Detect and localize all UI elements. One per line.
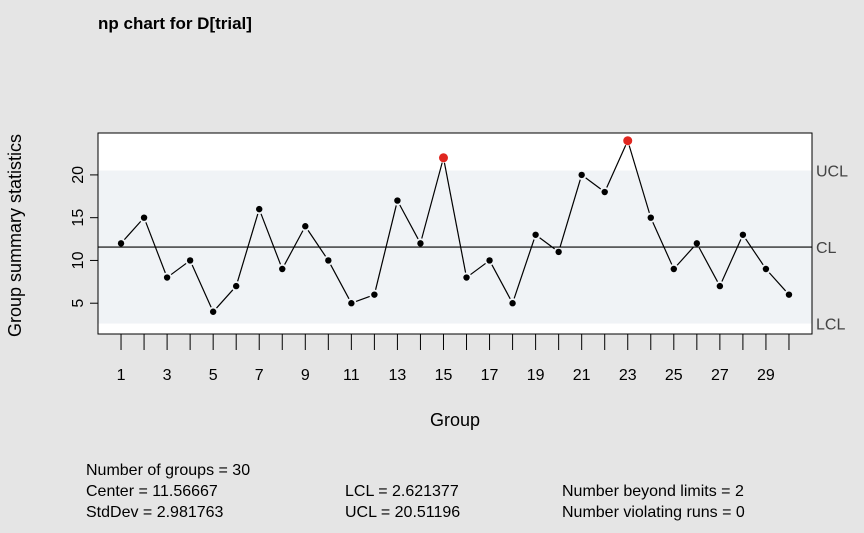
chart-title: np chart for D[trial] (98, 14, 252, 33)
series-segment (585, 177, 602, 190)
data-point (209, 308, 217, 315)
plot-frame (97, 132, 813, 335)
data-point (394, 197, 401, 204)
data-point (348, 300, 355, 307)
y-tick-label: 5 (70, 299, 87, 308)
x-tick-label: 1 (117, 367, 126, 384)
series-segment (237, 213, 259, 282)
series-segment (260, 213, 282, 265)
series-segment (628, 145, 650, 214)
series-segment (330, 264, 350, 300)
x-tick-label: 15 (435, 367, 453, 384)
x-tick-label: 7 (255, 367, 264, 384)
series-segment (307, 230, 327, 257)
data-point (417, 240, 424, 247)
data-point-out-of-control (623, 136, 633, 146)
series-segment (513, 239, 535, 299)
data-point (232, 282, 240, 290)
series-segment (491, 264, 511, 300)
data-point (693, 240, 701, 247)
x-tick-label: 25 (665, 367, 683, 384)
stat-stddev: StdDev = 2.981763 (86, 504, 224, 521)
limit-label-cl: CL (816, 240, 837, 257)
y-tick-label: 20 (70, 166, 87, 184)
data-point (186, 257, 194, 264)
x-tick-label: 29 (757, 367, 775, 384)
series-segment (284, 230, 304, 265)
data-point (647, 214, 654, 221)
data-point-out-of-control (438, 153, 448, 163)
stats-col-2: LCL = 2.621377 UCL = 20.51196 (345, 481, 460, 523)
x-tick-label: 19 (527, 367, 545, 384)
series-segment (698, 247, 719, 282)
stat-number-of-groups: Number of groups = 30 (86, 462, 251, 479)
data-point (716, 282, 724, 290)
stat-beyond-limits: Number beyond limits = 2 (562, 483, 744, 500)
stats-col-3: Number beyond limits = 2 Number violatin… (562, 481, 745, 523)
x-tick-label: 3 (163, 367, 172, 384)
series-segment (606, 145, 627, 188)
series-segment (652, 221, 673, 265)
series-segment (721, 239, 742, 282)
series-segment (443, 162, 467, 273)
series-segment (374, 205, 397, 290)
series-segment (170, 262, 187, 276)
data-point (555, 248, 562, 256)
data-point (163, 274, 171, 281)
data-point (762, 265, 770, 273)
stat-ucl: UCL = 20.51196 (345, 504, 461, 521)
series-segment (123, 220, 142, 241)
series-segment (145, 222, 166, 274)
y-tick-label: 10 (70, 251, 87, 269)
x-tick-label: 23 (619, 367, 637, 384)
limit-label-ucl: UCL (816, 164, 848, 181)
stat-center: Center = 11.56667 (86, 483, 218, 500)
series-segment (216, 289, 234, 309)
limit-label-lcl: LCL (816, 317, 845, 334)
data-point (486, 257, 493, 264)
series-segment (399, 204, 419, 240)
data-point (785, 291, 793, 298)
x-tick-label: 11 (343, 367, 360, 384)
series-segment (191, 264, 212, 308)
stats-col-1: Number of groups = 30 Center = 11.56667 … (86, 460, 250, 523)
series-segment (355, 295, 370, 303)
series-segment (539, 237, 555, 250)
data-point (578, 171, 585, 179)
series-segment (745, 238, 764, 266)
y-axis-label: Group summary statistics (5, 134, 25, 337)
data-point (279, 265, 286, 273)
data-point (601, 188, 608, 196)
stat-violating-runs: Number violating runs = 0 (562, 504, 745, 521)
series-segment (676, 246, 694, 266)
data-point (140, 214, 148, 221)
data-point (302, 223, 309, 230)
x-tick-label: 17 (481, 367, 499, 384)
data-point (117, 240, 125, 247)
data-point (739, 231, 747, 238)
series-segment (768, 272, 787, 292)
x-tick-label: 21 (573, 367, 591, 384)
data-point (371, 291, 378, 298)
data-point (509, 300, 516, 307)
stat-lcl: LCL = 2.621377 (345, 483, 459, 500)
data-point (256, 205, 263, 213)
x-tick-label: 27 (711, 367, 729, 384)
series-segment (559, 179, 581, 248)
x-axis-label: Group (430, 410, 480, 430)
x-tick-label: 13 (389, 367, 407, 384)
x-tick-label: 9 (301, 367, 310, 384)
data-point (532, 231, 539, 238)
x-tick-label: 5 (209, 367, 218, 384)
data-point (463, 274, 470, 281)
data-point (325, 257, 332, 264)
series-segment (470, 262, 486, 276)
data-point (670, 265, 678, 273)
y-tick-label: 15 (70, 209, 87, 227)
series-segment (421, 162, 443, 239)
